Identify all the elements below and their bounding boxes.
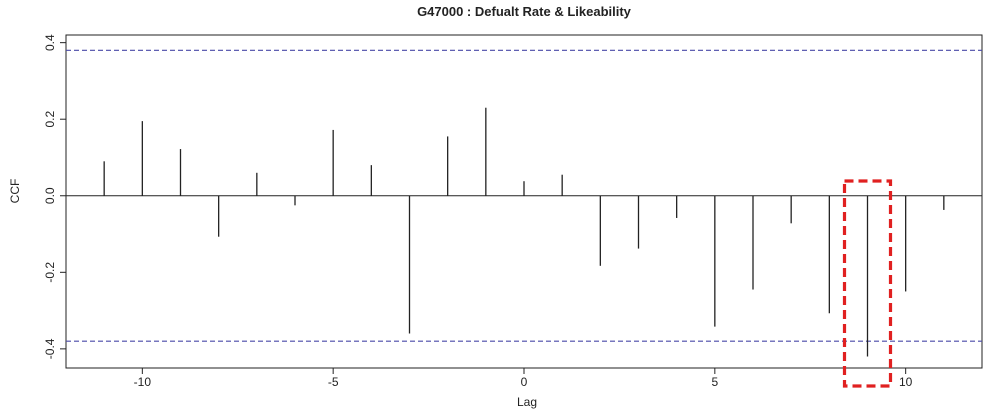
highlight-box xyxy=(842,179,893,388)
y-axis-label: CCF xyxy=(8,179,22,204)
x-tick-label: 0 xyxy=(521,375,528,389)
chart-title: G47000 : Defualt Rate & Likeability xyxy=(417,4,632,19)
plot-area: -10 -5 0 5 10 0.4 0.2 0.0 -0.2 -0.4 xyxy=(43,34,983,389)
y-tick-label: -0.2 xyxy=(43,262,57,283)
x-tick-label: -5 xyxy=(328,375,339,389)
x-tick-label: 5 xyxy=(711,375,718,389)
y-tick-label: 0.0 xyxy=(43,187,57,204)
x-tick-label: -10 xyxy=(134,375,152,389)
x-tick-label: 10 xyxy=(899,375,913,389)
y-tick-label: -0.4 xyxy=(43,338,57,359)
x-axis-label: Lag xyxy=(517,395,537,409)
y-tick-label: 0.4 xyxy=(43,34,57,51)
y-tick-label: 0.2 xyxy=(43,111,57,128)
